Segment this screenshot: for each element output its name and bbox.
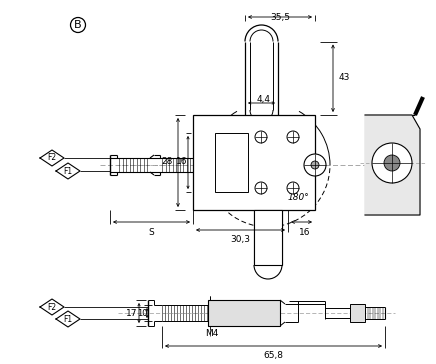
Circle shape	[304, 154, 326, 176]
Circle shape	[287, 182, 299, 194]
Bar	[215, 133, 248, 192]
Text: 30,3: 30,3	[230, 235, 250, 244]
Text: F2: F2	[48, 302, 57, 312]
Text: 180°: 180°	[287, 193, 309, 202]
Text: F2: F2	[48, 154, 57, 162]
Polygon shape	[365, 115, 420, 215]
Circle shape	[255, 182, 267, 194]
Text: 35,5: 35,5	[270, 13, 290, 22]
Text: 43: 43	[339, 74, 351, 83]
Text: F1: F1	[63, 166, 72, 175]
Bar	[254, 210, 282, 265]
Text: B: B	[74, 20, 82, 30]
Text: 17: 17	[126, 309, 137, 317]
Bar	[193, 115, 315, 210]
Circle shape	[384, 155, 400, 171]
Text: 10: 10	[137, 309, 148, 317]
Text: 16: 16	[176, 158, 187, 166]
Text: F1: F1	[63, 314, 72, 324]
Text: S: S	[149, 228, 154, 237]
Text: 28: 28	[162, 158, 173, 166]
Circle shape	[287, 131, 299, 143]
Circle shape	[311, 161, 319, 169]
Text: 65,8: 65,8	[263, 351, 283, 360]
Circle shape	[372, 143, 412, 183]
Circle shape	[255, 131, 267, 143]
Bar	[208, 300, 280, 326]
Text: M4: M4	[205, 329, 219, 338]
Bar	[350, 304, 365, 322]
Text: 4,4: 4,4	[256, 95, 270, 104]
Bar	[245, 41, 278, 115]
Text: 16: 16	[299, 228, 311, 237]
